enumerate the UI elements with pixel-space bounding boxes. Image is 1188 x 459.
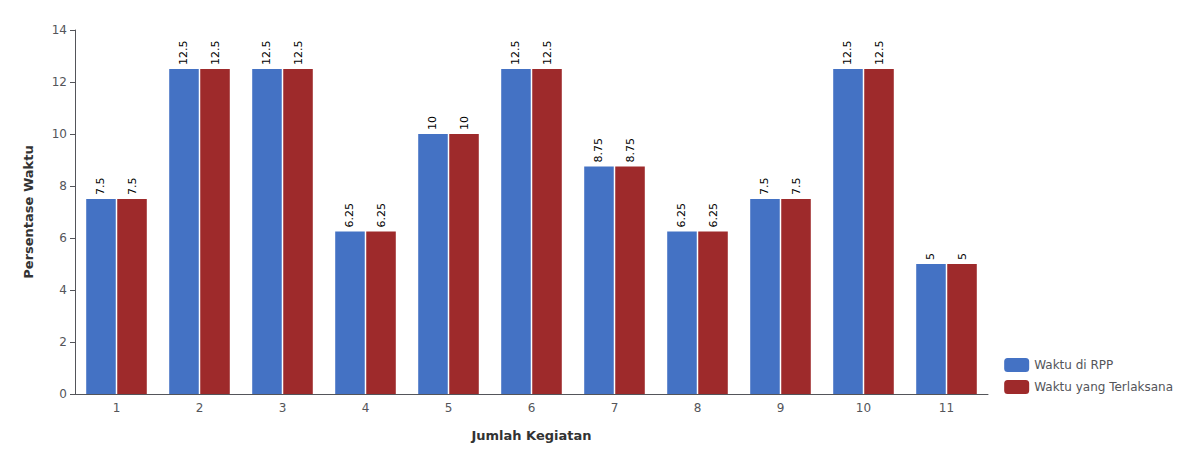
svg-text:9: 9 xyxy=(777,401,785,415)
svg-text:5: 5 xyxy=(924,253,937,260)
svg-text:6.25: 6.25 xyxy=(675,203,688,228)
svg-text:Jumlah Kegiatan: Jumlah Kegiatan xyxy=(470,428,591,443)
svg-text:14: 14 xyxy=(52,23,67,37)
svg-text:12.5: 12.5 xyxy=(873,41,886,66)
svg-text:7.5: 7.5 xyxy=(758,178,771,196)
svg-text:8.75: 8.75 xyxy=(592,138,605,163)
svg-text:0: 0 xyxy=(59,387,67,401)
svg-text:7.5: 7.5 xyxy=(126,178,139,196)
svg-text:10: 10 xyxy=(458,116,471,130)
svg-text:4: 4 xyxy=(362,401,370,415)
svg-text:Waktu di RPP: Waktu di RPP xyxy=(1034,358,1113,372)
svg-text:10: 10 xyxy=(52,127,67,141)
svg-text:12.5: 12.5 xyxy=(292,41,305,66)
svg-text:12.5: 12.5 xyxy=(509,41,522,66)
svg-text:7: 7 xyxy=(611,401,619,415)
svg-text:1: 1 xyxy=(113,401,121,415)
svg-text:10: 10 xyxy=(426,116,439,130)
svg-text:7.5: 7.5 xyxy=(94,178,107,196)
svg-text:6.25: 6.25 xyxy=(375,203,388,228)
svg-text:2: 2 xyxy=(59,335,67,349)
svg-text:6: 6 xyxy=(528,401,536,415)
svg-text:5: 5 xyxy=(445,401,453,415)
svg-text:Waktu yang Terlaksana: Waktu yang Terlaksana xyxy=(1034,380,1173,394)
svg-text:8: 8 xyxy=(694,401,702,415)
svg-text:3: 3 xyxy=(279,401,287,415)
svg-text:12.5: 12.5 xyxy=(177,41,190,66)
svg-text:Persentase Waktu: Persentase Waktu xyxy=(21,145,36,278)
svg-text:8.75: 8.75 xyxy=(624,138,637,163)
svg-text:6.25: 6.25 xyxy=(707,203,720,228)
svg-text:8: 8 xyxy=(59,179,67,193)
svg-text:11: 11 xyxy=(939,401,954,415)
svg-text:6.25: 6.25 xyxy=(343,203,356,228)
svg-text:12.5: 12.5 xyxy=(260,41,273,66)
svg-text:7.5: 7.5 xyxy=(790,178,803,196)
svg-text:10: 10 xyxy=(856,401,871,415)
svg-text:6: 6 xyxy=(59,231,67,245)
svg-text:12.5: 12.5 xyxy=(209,41,222,66)
svg-text:12.5: 12.5 xyxy=(541,41,554,66)
svg-text:12.5: 12.5 xyxy=(841,41,854,66)
svg-text:4: 4 xyxy=(59,283,67,297)
svg-text:5: 5 xyxy=(956,253,969,260)
svg-text:12: 12 xyxy=(52,75,67,89)
svg-text:2: 2 xyxy=(196,401,204,415)
